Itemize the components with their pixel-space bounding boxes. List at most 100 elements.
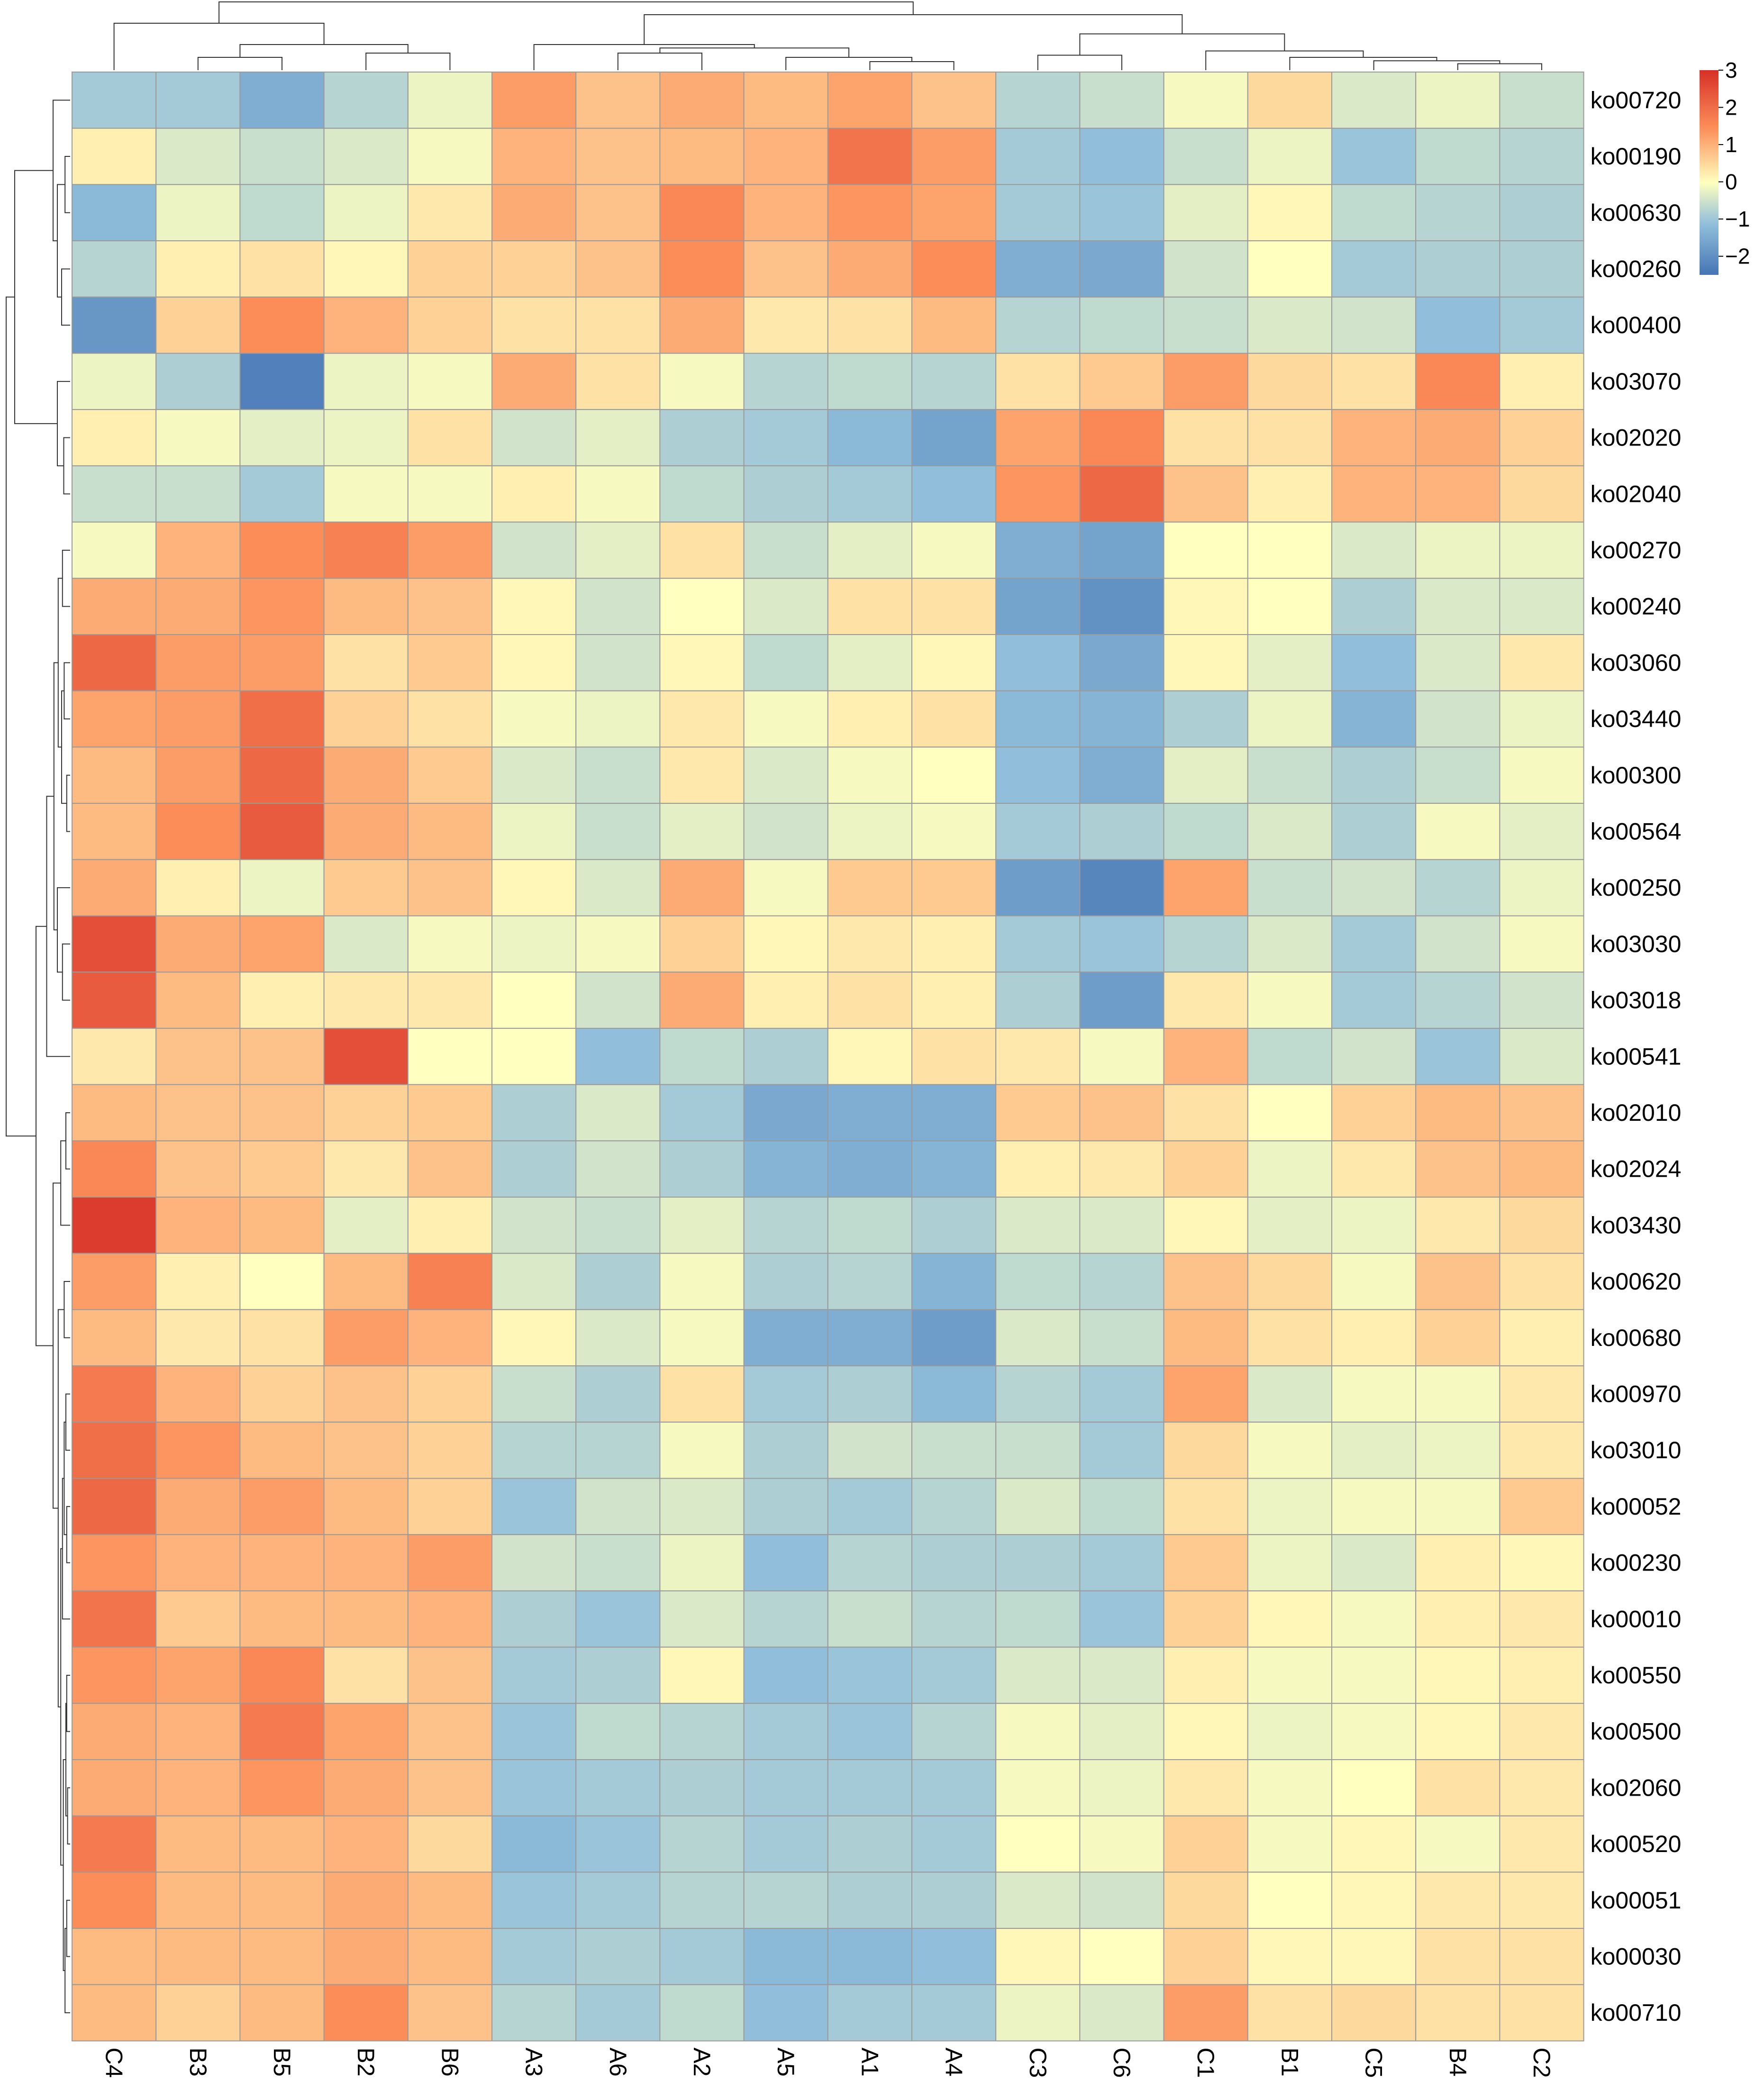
heatmap-cell <box>911 1309 997 1367</box>
heatmap-cell <box>743 746 828 804</box>
column-label: C4 <box>101 2048 127 2078</box>
heatmap-cell <box>72 1197 157 1254</box>
heatmap-cell <box>407 634 492 691</box>
heatmap-cell <box>1499 1421 1584 1479</box>
heatmap-cell <box>72 1984 157 2042</box>
row-label: ko03070 <box>1591 368 1682 395</box>
heatmap-cell <box>575 1140 661 1198</box>
heatmap-cell <box>827 72 913 129</box>
heatmap-cell <box>911 465 997 523</box>
heatmap-cell <box>1163 1309 1248 1367</box>
heatmap-cell <box>1415 1084 1500 1142</box>
heatmap-cell <box>72 1534 157 1591</box>
heatmap-cell <box>827 1646 913 1704</box>
heatmap-cell <box>1499 972 1584 1029</box>
heatmap-cell <box>911 634 997 691</box>
heatmap-cell <box>575 465 661 523</box>
heatmap-cell <box>743 1815 828 1873</box>
row-label: ko02060 <box>1591 1774 1682 1801</box>
heatmap-cell <box>827 1815 913 1873</box>
column-label: B1 <box>1276 2048 1303 2077</box>
dendrogram-branch <box>64 1281 70 1338</box>
dendrogram-branch <box>1079 33 1285 55</box>
heatmap-cell <box>1163 1871 1248 1929</box>
heatmap-cell <box>1163 578 1248 636</box>
heatmap-cell <box>323 353 409 410</box>
heatmap-cell <box>659 1309 745 1367</box>
heatmap-cell <box>407 1928 492 1985</box>
dendrogram-branch <box>869 61 955 70</box>
heatmap-cell <box>491 127 577 185</box>
heatmap-cell <box>407 1084 492 1142</box>
heatmap-cell <box>995 1590 1081 1648</box>
heatmap-cell <box>407 915 492 973</box>
heatmap-cell <box>72 1871 157 1929</box>
heatmap-cell <box>1079 353 1164 410</box>
heatmap-cell <box>491 1309 577 1367</box>
heatmap-cell <box>407 240 492 298</box>
heatmap-cell <box>407 1140 492 1198</box>
heatmap-cell <box>995 353 1081 410</box>
heatmap-cell <box>1247 1759 1333 1817</box>
heatmap-cell <box>491 1027 577 1085</box>
heatmap-cell <box>827 1309 913 1367</box>
heatmap-cell <box>1331 859 1417 917</box>
heatmap-cell <box>743 1646 828 1704</box>
row-label: ko03060 <box>1591 649 1682 676</box>
heatmap-cell <box>1499 1365 1584 1423</box>
heatmap-cell <box>155 1590 241 1648</box>
row-label: ko00564 <box>1591 818 1682 845</box>
heatmap-cell <box>239 1140 325 1198</box>
heatmap-cell <box>827 1140 913 1198</box>
heatmap-cell <box>743 1984 828 2042</box>
dendrogram-branch <box>36 926 53 1346</box>
heatmap-cell <box>575 127 661 185</box>
heatmap-cell <box>1499 1309 1584 1367</box>
heatmap-cell <box>1499 409 1584 466</box>
heatmap-cell <box>323 972 409 1029</box>
heatmap-cell <box>155 1309 241 1367</box>
heatmap-cell <box>155 521 241 579</box>
heatmap-cell <box>1079 1590 1164 1648</box>
heatmap-cell <box>239 465 325 523</box>
heatmap-cell <box>1079 746 1164 804</box>
heatmap-cell <box>827 1590 913 1648</box>
heatmap-cell <box>1163 127 1248 185</box>
heatmap-cell <box>155 803 241 860</box>
heatmap-cell <box>1499 184 1584 242</box>
heatmap-cell <box>155 240 241 298</box>
heatmap-cell <box>659 972 745 1029</box>
heatmap-cell <box>1415 578 1500 636</box>
heatmap-cell <box>743 1759 828 1817</box>
heatmap-cell <box>1247 746 1333 804</box>
heatmap-cell <box>1415 1871 1500 1929</box>
row-label: ko00030 <box>1591 1943 1682 1970</box>
heatmap-cells <box>72 72 1584 2042</box>
row-label: ko03440 <box>1591 706 1682 732</box>
heatmap-cell <box>1415 972 1500 1029</box>
heatmap-cell <box>743 1703 828 1761</box>
heatmap-cell <box>155 1759 241 1817</box>
heatmap-cell <box>911 578 997 636</box>
heatmap-cell <box>1079 1646 1164 1704</box>
heatmap-cell <box>1163 1197 1248 1254</box>
heatmap-cell <box>575 1421 661 1479</box>
heatmap-cell <box>1079 1084 1164 1142</box>
heatmap-cell <box>1331 1140 1417 1198</box>
heatmap-cell <box>827 859 913 917</box>
heatmap-cell <box>323 690 409 748</box>
dendrogram-branch <box>62 549 70 607</box>
dendrogram-branch <box>64 156 70 213</box>
heatmap-cell <box>575 1928 661 1985</box>
dendrogram-branch <box>218 1 914 23</box>
heatmap-cell <box>1499 1590 1584 1648</box>
heatmap-cell <box>1331 521 1417 579</box>
row-label: ko00720 <box>1591 87 1682 113</box>
heatmap-cell <box>72 72 157 129</box>
row-dendrogram <box>6 100 70 2014</box>
heatmap-cell <box>659 915 745 973</box>
heatmap-cell <box>491 634 577 691</box>
heatmap-cell <box>1499 1534 1584 1591</box>
heatmap-cell <box>743 1928 828 1985</box>
heatmap-cell <box>491 1590 577 1648</box>
